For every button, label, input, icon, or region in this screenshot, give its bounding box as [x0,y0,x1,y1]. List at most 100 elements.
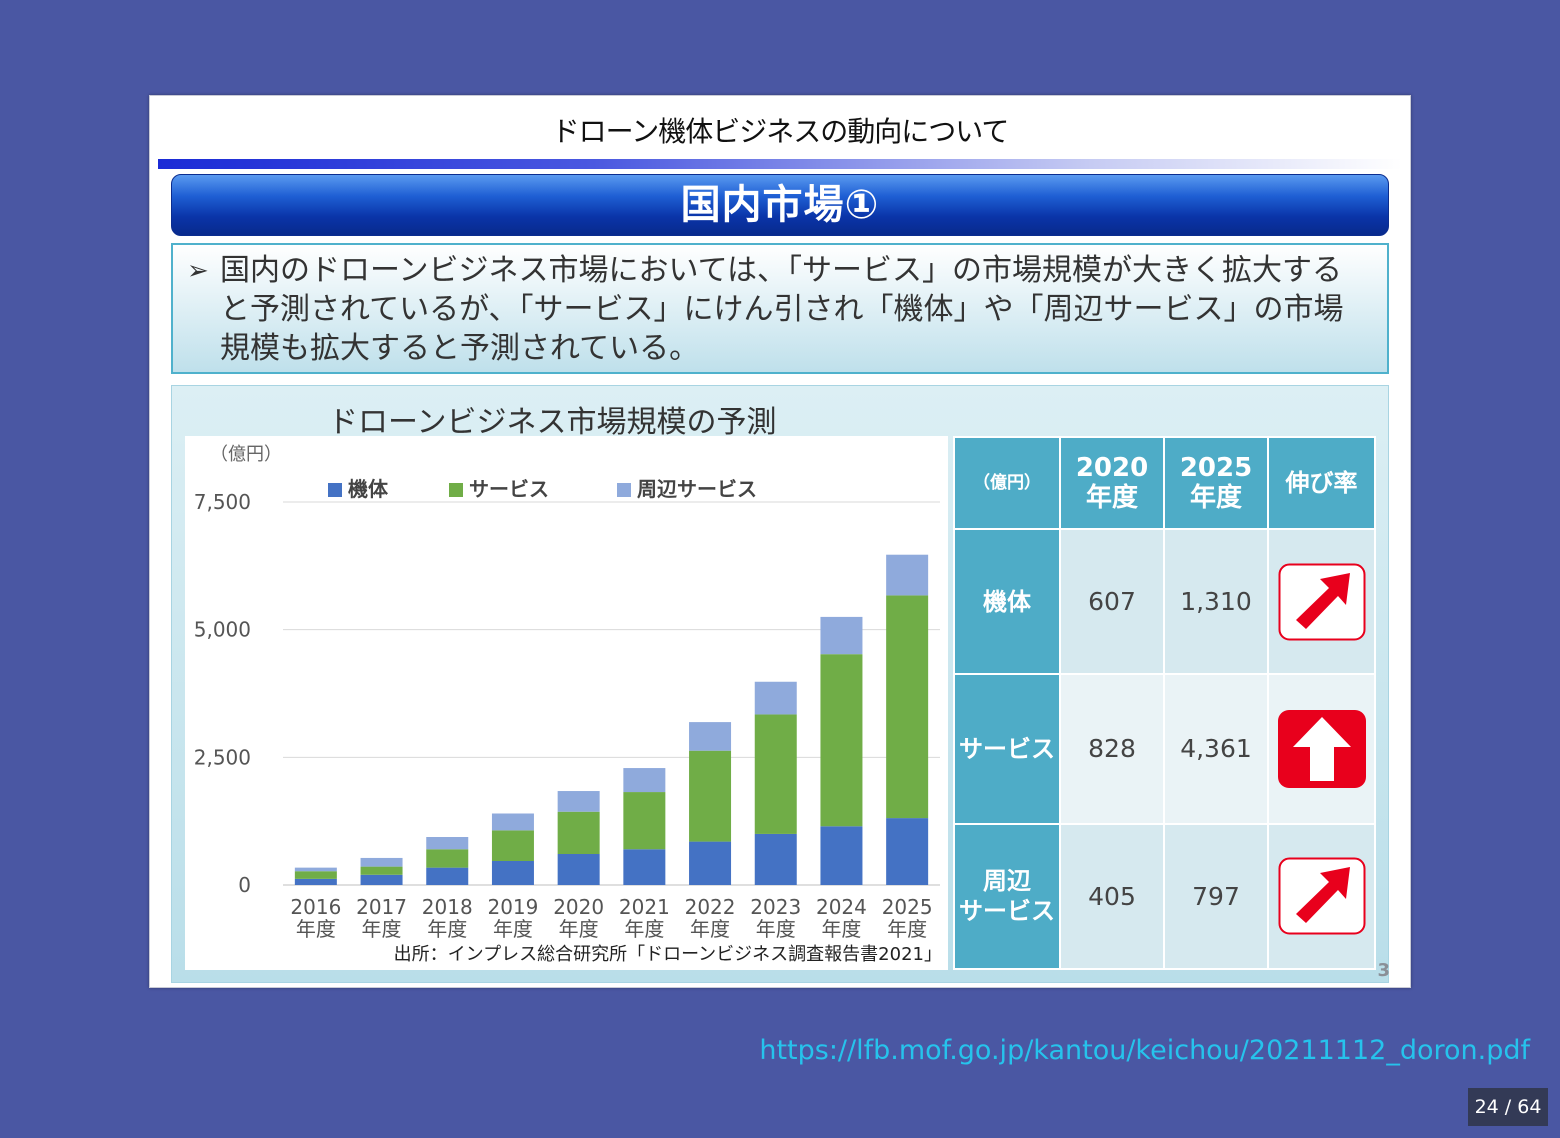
bar-segment [294,878,337,885]
chart-panel: ドローンビジネス市場規模の予測 （億円） 0 2,500 5,000 7,500 機体 サー… [171,385,1389,983]
chart-card: （億円） 0 2,500 5,000 7,500 機体 サービス 周辺サービス 2016 年度 20… [185,436,948,970]
row-label-text: 機体 [983,587,1031,616]
bar-segment [689,841,732,885]
slide-page-number: 3 [1377,960,1390,981]
cell-2020-value: 828 [1059,673,1165,825]
cell-growth-arrow [1267,527,1376,676]
chart-source: 出所：インプレス総合研究所「ドローンビジネス調査報告書2021」 [393,944,942,965]
source-url-link[interactable]: https://lfb.mof.go.jp/kantou/keichou/202… [759,1035,1530,1066]
bar-segment [294,867,337,872]
x-tick-label: 2016 [290,895,341,919]
bar-segment [820,616,863,655]
x-tick-label: 2024 [816,895,867,919]
bar-segment [623,768,666,793]
table-header-2025: 2025 年度 [1163,436,1269,530]
row-label-airframe: 機体 [953,527,1061,676]
y-tick-label: 2,500 [194,745,251,769]
cell-2020-value: 405 [1059,822,1165,971]
x-tick-label: 年度 [756,917,796,941]
bar-segment [557,811,600,855]
bar-segment [754,833,797,885]
x-tick-label: 年度 [624,917,664,941]
table-header-growth-rate: 伸び率 [1267,436,1376,530]
bar-segment [426,836,469,850]
bar-segment [689,722,732,751]
header-2020-year: 2020 [1075,453,1149,483]
bar-segment [689,750,732,842]
bullet-arrow-icon: ➢ [187,256,209,286]
row-label-text-line1: 周辺 [983,867,1031,896]
section-banner: 国内市場① [171,174,1389,236]
slide: ドローン機体ビジネスの動向について 国内市場① ➢ 国内のドローンビジネス市場に… [149,95,1411,988]
cell-2025-value: 1,310 [1163,527,1269,676]
y-tick-label: 0 [238,873,251,897]
x-tick-label: 2019 [487,895,538,919]
bar-segment [754,714,797,834]
summary-text: 国内のドローンビジネス市場においては、「サービス」の市場規模が大きく拡大すると予… [220,253,1344,366]
x-tick-label: 年度 [493,917,533,941]
x-tick-label: 2022 [685,895,736,919]
bar-segment [491,860,534,885]
row-label-text: サービス [959,734,1055,763]
header-2025-year: 2025 [1179,453,1253,483]
bar-segment [754,681,797,715]
x-tick-label: 年度 [821,917,861,941]
y-tick-label: 7,500 [194,490,251,514]
y-tick-label: 5,000 [194,618,251,642]
table-row-peripheral-service: 周辺 サービス 405 797 [953,822,1376,971]
cell-2025-value: 4,361 [1163,673,1269,825]
title-gradient-rule [158,159,1402,169]
cell-2020-value: 607 [1059,527,1165,676]
bar-segment [294,871,337,879]
bar-segment [820,654,863,827]
market-size-table: （億円） 2020 年度 2025 年度 伸び率 機体 [953,436,1376,971]
x-tick-label: 2023 [750,895,801,919]
legend-label: 機体 [348,477,389,501]
x-tick-label: 2021 [619,895,670,919]
row-label-peripheral-service: 周辺 サービス [953,822,1061,971]
bar-segment [360,874,403,885]
bar-segment [557,791,600,812]
slide-title: ドローン機体ビジネスの動向について [551,115,1010,148]
table-row-service: サービス 828 4,361 [953,673,1376,825]
table-unit-header: （億円） [953,436,1061,530]
cell-growth-arrow [1267,673,1376,825]
legend-swatch [617,483,631,497]
summary-box: ➢ 国内のドローンビジネス市場においては、「サービス」の市場規模が大きく拡大する… [171,243,1389,374]
diagonal-up-arrow-icon [1278,563,1365,641]
table-header-2020: 2020 年度 [1059,436,1165,530]
bar-segment [491,813,534,831]
bar-segment [623,849,666,885]
legend-swatch [449,483,463,497]
x-tick-label: 年度 [362,917,402,941]
x-tick-label: 2017 [356,895,407,919]
x-tick-label: 2020 [553,895,604,919]
x-tick-label: 年度 [559,917,599,941]
table-row-airframe: 機体 607 1,310 [953,527,1376,676]
x-tick-label: 年度 [296,917,336,941]
x-tick-label: 年度 [427,917,467,941]
x-tick-label: 2018 [422,895,473,919]
header-2025-suffix: 年度 [1189,483,1242,513]
bar-segment [820,826,863,885]
bar-segment [557,854,600,885]
diagonal-up-arrow-icon [1278,857,1365,935]
bar-segment [426,867,469,885]
table-header-row: （億円） 2020 年度 2025 年度 伸び率 [953,436,1376,530]
cell-growth-arrow [1267,822,1376,971]
legend-swatch [328,483,342,497]
x-tick-label: 2025 [882,895,933,919]
x-tick-label: 年度 [887,917,927,941]
x-tick-label: 年度 [690,917,730,941]
bar-segment [491,830,534,861]
bar-segment [360,857,403,867]
bold-up-arrow-icon [1277,709,1366,788]
page-indicator: 24 / 64 [1468,1088,1548,1126]
y-axis-unit-label: （億円） [210,444,282,465]
legend-label: 周辺サービス [637,477,757,501]
bar-segment [426,849,469,868]
bar-segment [886,554,929,596]
row-label-service: サービス [953,673,1061,825]
bar-segment [623,792,666,850]
